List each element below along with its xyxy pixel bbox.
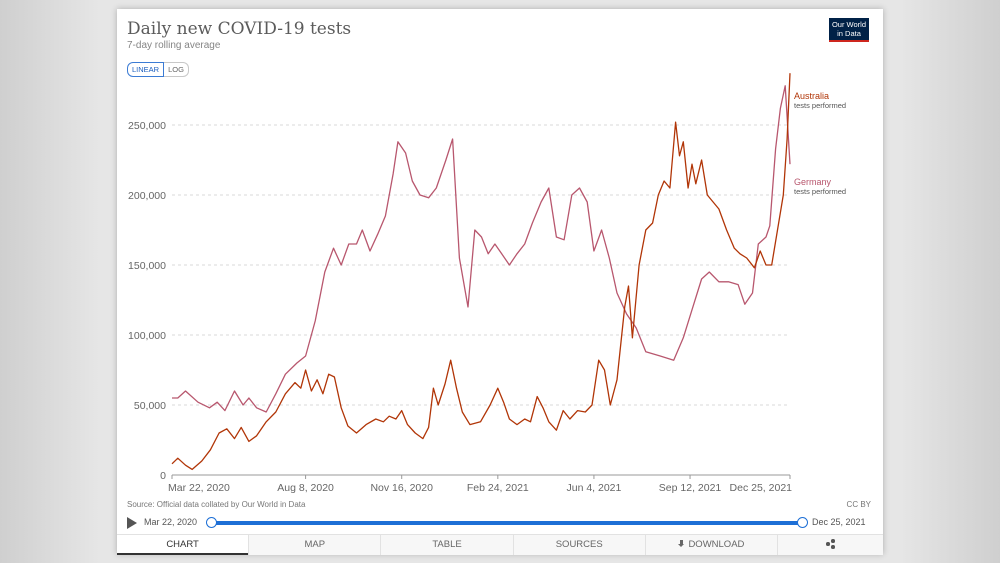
timeline-end-label: Dec 25, 2021 [812, 517, 866, 527]
x-tick-label: Aug 8, 2020 [277, 482, 334, 494]
x-tick-label: Dec 25, 2021 [730, 482, 793, 494]
scale-toggle: LINEAR LOG [127, 62, 189, 77]
chart-subtitle: 7-day rolling average [127, 40, 221, 51]
logo-line1: Our World [831, 20, 867, 29]
timeline-track[interactable] [211, 521, 802, 525]
line-chart: 0 50,000 100,000 150,000 200,000 250,000 Mar 2… [128, 73, 846, 494]
y-tick-label: 50,000 [134, 400, 166, 412]
timeline-start-handle[interactable] [206, 517, 217, 528]
tab-chart[interactable]: CHART [117, 535, 249, 555]
tab-sources[interactable]: SOURCES [512, 535, 645, 555]
series-label-germany: Germany [794, 177, 832, 187]
download-icon [678, 540, 685, 548]
log-scale-button[interactable]: LOG [164, 62, 189, 77]
timeline-start-label: Mar 22, 2020 [144, 517, 198, 527]
y-tick-label: 0 [160, 470, 166, 482]
logo-line2: in Data [837, 29, 861, 38]
owid-logo[interactable]: Our World in Data [829, 18, 869, 42]
linear-scale-button[interactable]: LINEAR [127, 62, 165, 77]
chart-card: Daily new COVID-19 tests 7-day rolling a… [117, 9, 884, 555]
tab-map[interactable]: MAP [248, 535, 381, 555]
series-sublabel-australia: tests performed [794, 101, 846, 110]
series-line-germany [172, 85, 791, 413]
y-tick-label: 200,000 [128, 190, 166, 202]
x-tick-label: Sep 12, 2021 [659, 482, 722, 494]
x-tick-label: Jun 4, 2021 [566, 482, 621, 494]
y-tick-label: 250,000 [128, 120, 166, 132]
play-icon[interactable] [127, 517, 137, 529]
tab-table[interactable]: TABLE [380, 535, 513, 555]
timeline: Mar 22, 2020 Dec 25, 2021 [117, 514, 883, 532]
tab-bar: CHART MAP TABLE SOURCES DOWNLOAD [117, 534, 884, 555]
y-tick-label: 150,000 [128, 260, 166, 272]
share-button[interactable] [777, 535, 884, 555]
y-tick-label: 100,000 [128, 330, 166, 342]
timeline-end-handle[interactable] [797, 517, 808, 528]
x-tick-label: Feb 24, 2021 [467, 482, 529, 494]
license-link[interactable]: CC BY [846, 500, 871, 509]
chart-title: Daily new COVID-19 tests [127, 19, 352, 39]
series-label-australia: Australia [794, 91, 829, 101]
x-tick-label: Nov 16, 2020 [370, 482, 433, 494]
share-icon [826, 539, 835, 549]
source-note: Source: Official data collated by Our Wo… [127, 500, 306, 509]
download-label: DOWNLOAD [688, 539, 745, 550]
series-sublabel-germany: tests performed [794, 187, 846, 196]
tab-download[interactable]: DOWNLOAD [644, 535, 778, 555]
x-tick-label: Mar 22, 2020 [168, 482, 230, 494]
series-line-australia [171, 73, 791, 471]
